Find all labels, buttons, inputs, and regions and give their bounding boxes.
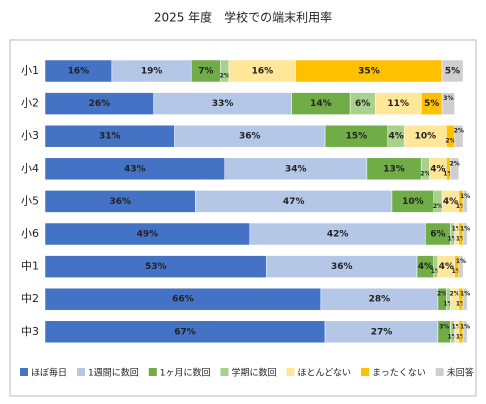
data-label: 1%	[456, 301, 466, 308]
data-label: 33%	[212, 99, 234, 109]
data-label: 2%	[433, 203, 443, 210]
bar-segment	[462, 222, 468, 246]
data-label: 1%	[456, 333, 466, 340]
data-label: 5%	[424, 99, 439, 109]
data-label: 1%	[443, 301, 453, 308]
legend-swatch	[220, 368, 229, 376]
legend-swatch	[435, 368, 444, 376]
bar-segment	[441, 59, 464, 83]
data-label: 1%	[456, 236, 466, 243]
data-label: 3%	[443, 95, 453, 102]
chart-title: 2025 年度 学校での端末利用率	[154, 10, 332, 25]
legend-swatch	[286, 368, 295, 376]
data-label: 1%	[443, 170, 453, 177]
data-label: 2%	[454, 128, 464, 135]
bar-segment	[462, 320, 468, 344]
y-tick-label: 小5	[21, 194, 39, 207]
legend-label: ほぼ毎日	[31, 367, 67, 379]
data-label: 31%	[99, 132, 121, 142]
data-label: 1%	[447, 333, 457, 340]
data-label: 36%	[239, 132, 261, 142]
data-label: 2%	[420, 170, 430, 177]
data-label: 19%	[141, 67, 163, 77]
legend-swatch	[77, 368, 86, 376]
data-label: 15%	[346, 132, 368, 142]
data-label: 1%	[456, 203, 466, 210]
data-label: 67%	[174, 327, 196, 337]
data-label: 47%	[283, 197, 305, 207]
y-tick-label: 中3	[21, 325, 39, 338]
data-label: 7%	[198, 67, 213, 77]
data-label: 49%	[137, 230, 159, 240]
data-label: 1%	[447, 236, 457, 243]
bar-segment	[441, 92, 455, 115]
data-label: 34%	[285, 164, 307, 174]
data-label: 10%	[415, 132, 437, 142]
bar-segment	[458, 255, 464, 278]
bar-segment	[454, 124, 464, 148]
plot-border	[9, 39, 477, 397]
y-tick-label: 小3	[21, 129, 39, 142]
data-label: 4%	[418, 262, 433, 272]
legend-label: まったくない	[372, 368, 426, 379]
data-label: 1%	[456, 258, 466, 265]
data-label: 2%	[445, 138, 455, 145]
data-label: 28%	[369, 295, 391, 305]
data-label: 1%	[460, 291, 470, 298]
data-label: 4%	[443, 197, 458, 207]
data-label: 2%	[450, 291, 460, 298]
data-label: 4%	[439, 262, 454, 272]
bar-segment	[462, 190, 468, 213]
legend-swatch	[361, 368, 370, 376]
data-label: 35%	[358, 67, 380, 77]
data-label: 1%	[460, 226, 470, 233]
data-label: 6%	[430, 230, 445, 240]
data-label: 66%	[172, 295, 194, 305]
y-tick-label: 小6	[21, 227, 39, 240]
legend-label: 1ヶ月に数回	[160, 367, 211, 379]
legend-label: 1週間に数回	[88, 367, 139, 379]
data-label: 2%	[220, 73, 230, 80]
data-label: 11%	[387, 99, 409, 109]
data-label: 27%	[371, 327, 393, 337]
bar-segment	[462, 287, 468, 311]
y-tick-label: 小1	[21, 64, 39, 77]
y-tick-label: 中2	[21, 292, 39, 305]
bar-segment	[450, 157, 460, 181]
data-label: 43%	[124, 164, 146, 174]
legend-swatch	[148, 368, 157, 376]
data-label: 2%	[450, 160, 460, 167]
legend-label: 未回答	[447, 367, 474, 379]
y-tick-label: 小2	[21, 97, 39, 110]
data-label: 2%	[437, 291, 447, 298]
data-label: 53%	[145, 262, 167, 272]
data-label: 4%	[430, 164, 445, 174]
data-label: 1%	[452, 268, 462, 275]
data-label: 1%	[452, 323, 462, 330]
legend-swatch	[20, 368, 28, 376]
data-label: 36%	[109, 197, 131, 207]
data-label: 3%	[439, 323, 449, 330]
legend-label: ほとんどない	[298, 368, 352, 379]
data-label: 16%	[68, 67, 90, 77]
y-tick-label: 中1	[21, 260, 39, 273]
data-label: 4%	[388, 132, 403, 142]
data-label: 42%	[327, 230, 349, 240]
data-label: 1%	[431, 268, 441, 275]
data-label: 1%	[460, 323, 470, 330]
data-label: 1%	[460, 193, 470, 200]
data-label: 16%	[252, 67, 274, 77]
data-label: 13%	[383, 164, 405, 174]
data-label: 1%	[452, 226, 462, 233]
data-label: 6%	[355, 99, 370, 109]
data-label: 36%	[331, 262, 353, 272]
data-label: 14%	[310, 99, 332, 109]
legend-label: 学期に数回	[231, 367, 276, 379]
data-label: 10%	[402, 197, 424, 207]
data-label: 5%	[445, 67, 460, 77]
data-label: 26%	[89, 99, 111, 109]
y-tick-label: 小4	[21, 162, 39, 175]
